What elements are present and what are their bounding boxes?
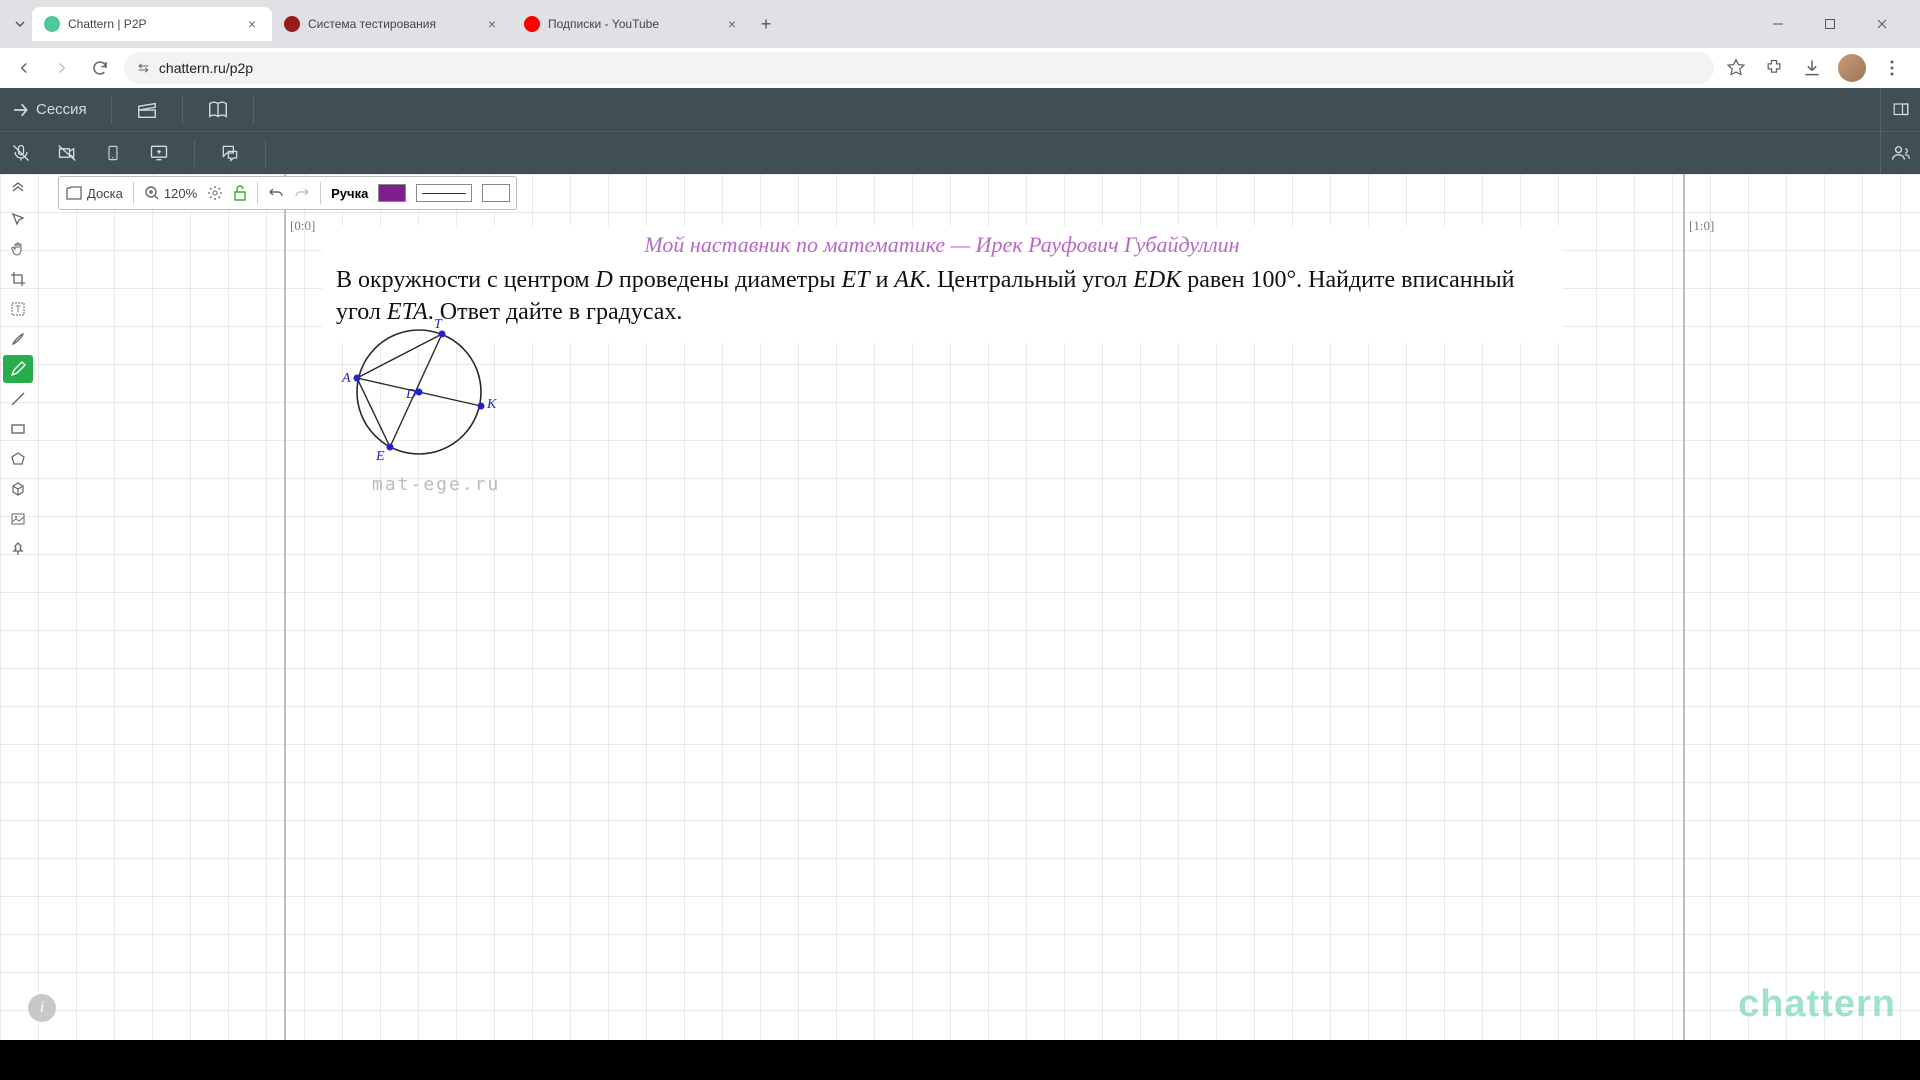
- zoom-control[interactable]: 120%: [144, 185, 197, 201]
- text-tool-icon[interactable]: T: [3, 295, 33, 323]
- line-tool-icon[interactable]: [3, 385, 33, 413]
- divider: [182, 96, 183, 124]
- svg-text:D: D: [405, 387, 416, 402]
- participants-icon[interactable]: [1880, 131, 1920, 174]
- reload-button[interactable]: [86, 54, 114, 82]
- minimize-button[interactable]: [1756, 9, 1800, 39]
- close-icon[interactable]: ×: [244, 16, 260, 32]
- layout-toggle-icon[interactable]: [1880, 88, 1920, 131]
- tab-title: Подписки - YouTube: [548, 17, 716, 31]
- line-weight-preview[interactable]: [416, 184, 472, 202]
- svg-text:A: A: [341, 371, 351, 386]
- tab-title: Система тестирования: [308, 17, 476, 31]
- stroke-color-swatch[interactable]: [378, 184, 406, 202]
- book-icon[interactable]: [207, 99, 229, 121]
- favicon-chattern-icon: [44, 16, 60, 32]
- screen-share-icon[interactable]: [148, 142, 170, 164]
- info-badge-icon[interactable]: i: [28, 994, 56, 1022]
- tab-chattern[interactable]: Chattern | P2P ×: [32, 7, 272, 41]
- watermark: mat-ege.ru: [372, 474, 500, 495]
- board-label: Доска: [87, 186, 123, 201]
- close-window-button[interactable]: [1860, 9, 1904, 39]
- left-toolbar: T: [0, 174, 36, 564]
- tab-bar: Chattern | P2P × Система тестирования × …: [0, 0, 1920, 48]
- settings-icon[interactable]: [207, 185, 223, 201]
- phone-icon[interactable]: [102, 142, 124, 164]
- image-tool-icon[interactable]: [3, 505, 33, 533]
- url-text: chattern.ru/p2p: [159, 60, 253, 76]
- url-field[interactable]: ⇆ chattern.ru/p2p: [124, 52, 1714, 84]
- favicon-testing-icon: [284, 16, 300, 32]
- fill-color-swatch[interactable]: [482, 184, 510, 202]
- session-label: Сессия: [36, 101, 87, 118]
- session-button[interactable]: Сессия: [10, 100, 87, 120]
- pin-tool-icon[interactable]: [3, 535, 33, 563]
- svg-text:T: T: [15, 304, 21, 314]
- site-settings-icon[interactable]: ⇆: [138, 60, 149, 76]
- board-toolbar: Доска 120% Ручка: [58, 176, 517, 210]
- app-header: Сессия: [0, 88, 1920, 174]
- close-icon[interactable]: ×: [484, 16, 500, 32]
- new-tab-button[interactable]: +: [752, 10, 780, 38]
- maximize-button[interactable]: [1808, 9, 1852, 39]
- extensions-icon[interactable]: [1762, 56, 1786, 80]
- rectangle-tool-icon[interactable]: [3, 415, 33, 443]
- clapperboard-icon[interactable]: [136, 99, 158, 121]
- board-dropdown[interactable]: Доска: [65, 185, 123, 201]
- crop-tool-icon[interactable]: [3, 265, 33, 293]
- pen-label: Ручка: [331, 186, 368, 201]
- problem-text: В окружности с центром D проведены диаме…: [336, 264, 1548, 329]
- mic-off-icon[interactable]: [10, 142, 32, 164]
- tabs-dropdown[interactable]: [8, 10, 32, 38]
- divider: [111, 96, 112, 124]
- address-bar: ⇆ chattern.ru/p2p: [0, 48, 1920, 88]
- pen-tool-icon[interactable]: [3, 355, 33, 383]
- tutor-signature: Мой наставник по математике — Ирек Рауфо…: [336, 232, 1548, 258]
- redo-button[interactable]: [294, 185, 310, 201]
- favicon-youtube-icon: [524, 16, 540, 32]
- profile-avatar[interactable]: [1838, 54, 1866, 82]
- divider: [320, 182, 321, 204]
- forward-button[interactable]: [48, 54, 76, 82]
- zoom-value: 120%: [164, 186, 197, 201]
- close-icon[interactable]: ×: [724, 16, 740, 32]
- svg-text:T: T: [434, 317, 443, 332]
- divider: [257, 182, 258, 204]
- whiteboard-canvas[interactable]: [0:0] [1:0] Мой наставник по математике …: [0, 174, 1920, 1040]
- divider: [253, 96, 254, 124]
- chat-icon[interactable]: [219, 142, 241, 164]
- svg-text:K: K: [486, 397, 497, 412]
- polygon-tool-icon[interactable]: [3, 445, 33, 473]
- tab-title: Chattern | P2P: [68, 17, 236, 31]
- camera-off-icon[interactable]: [56, 142, 78, 164]
- divider: [194, 139, 195, 167]
- divider: [133, 182, 134, 204]
- back-button[interactable]: [10, 54, 38, 82]
- circle-diagram: A T K E D: [324, 312, 514, 492]
- hand-tool-icon[interactable]: [3, 235, 33, 263]
- kebab-menu-icon[interactable]: [1880, 56, 1904, 80]
- brush-tool-icon[interactable]: [3, 325, 33, 353]
- app-area: Сессия: [0, 88, 1920, 1040]
- tab-youtube[interactable]: Подписки - YouTube ×: [512, 7, 752, 41]
- divider: [265, 139, 266, 167]
- svg-text:E: E: [375, 449, 385, 464]
- select-tool-icon[interactable]: [3, 205, 33, 233]
- bookmark-star-icon[interactable]: [1724, 56, 1748, 80]
- lock-icon[interactable]: [233, 185, 247, 201]
- frame-line-2: [1683, 174, 1685, 1040]
- coord-label-2: [1:0]: [1689, 218, 1714, 234]
- browser-chrome: Chattern | P2P × Система тестирования × …: [0, 0, 1920, 88]
- frame-line-1: [284, 174, 286, 1040]
- collapse-up-icon[interactable]: [3, 175, 33, 203]
- bottom-black-bar: [0, 1040, 1920, 1080]
- downloads-icon[interactable]: [1800, 56, 1824, 80]
- window-controls: [1756, 9, 1912, 39]
- coord-label-1: [0:0]: [290, 218, 315, 234]
- undo-button[interactable]: [268, 185, 284, 201]
- tab-testing[interactable]: Система тестирования ×: [272, 7, 512, 41]
- cube-tool-icon[interactable]: [3, 475, 33, 503]
- brand-logo: chattern: [1738, 983, 1896, 1026]
